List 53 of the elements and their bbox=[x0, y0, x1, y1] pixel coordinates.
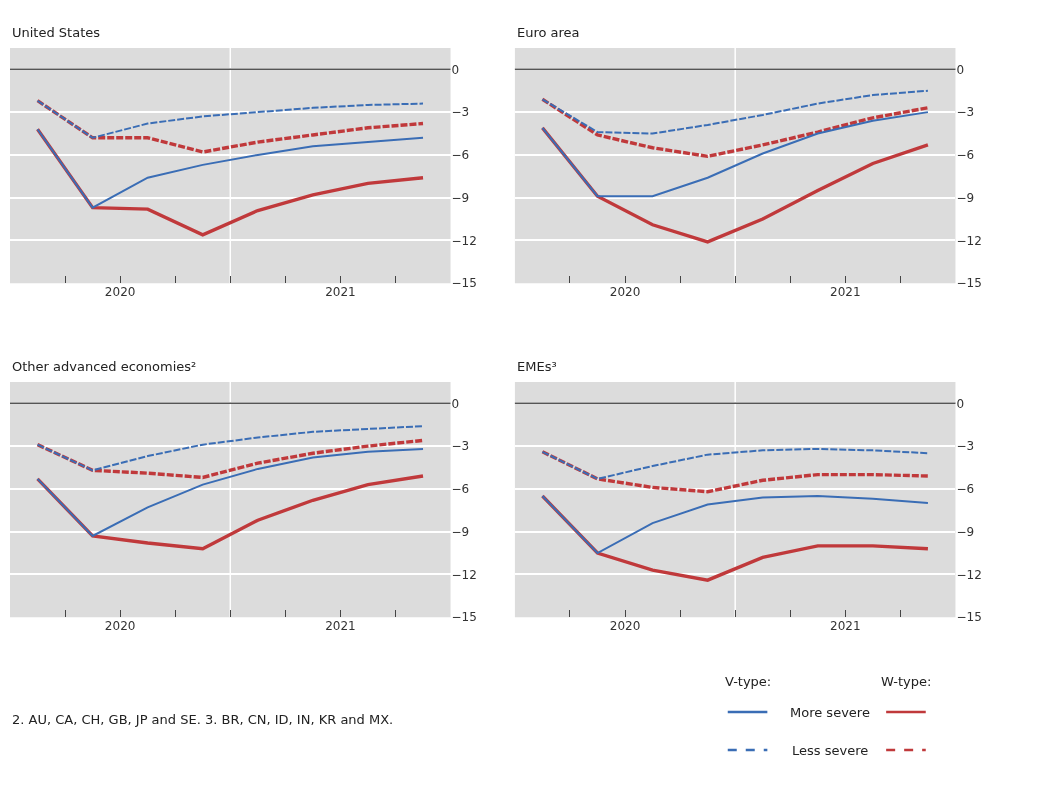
line-series bbox=[540, 97, 930, 159]
line-series bbox=[36, 447, 425, 537]
y-tick-label: −6 bbox=[956, 148, 975, 163]
line-series bbox=[541, 494, 929, 555]
line-series bbox=[35, 438, 425, 480]
line-series bbox=[35, 99, 425, 154]
text: V-type: bbox=[725, 674, 772, 689]
line-series bbox=[36, 425, 425, 472]
y-tick-label: −9 bbox=[956, 524, 975, 539]
x-tick-label: 2020 bbox=[104, 285, 136, 300]
chart-title: Euro area bbox=[517, 25, 580, 40]
line-series bbox=[36, 128, 425, 209]
x-tick-label: 2021 bbox=[325, 285, 356, 300]
chart-title: United States bbox=[12, 25, 101, 40]
y-tick-label: 0 bbox=[451, 62, 460, 77]
y-tick-label: −15 bbox=[451, 276, 477, 291]
legend-label: More severe bbox=[790, 705, 870, 720]
line-series bbox=[36, 99, 425, 139]
y-tick-label: 0 bbox=[956, 62, 965, 77]
y-tick-label: −9 bbox=[451, 524, 470, 539]
text: 2. AU, CA, CH, GB, JP and SE. 3. BR, CN, ID, IN, KR and MX. bbox=[12, 712, 394, 727]
y-tick-label: −6 bbox=[451, 482, 470, 497]
text: W-type: bbox=[881, 674, 932, 689]
line-series bbox=[541, 447, 929, 480]
y-tick-label: −15 bbox=[451, 610, 477, 625]
x-tick-label: 2020 bbox=[609, 285, 641, 300]
x-tick-label: 2021 bbox=[830, 285, 861, 300]
y-tick-label: −9 bbox=[451, 190, 470, 205]
y-tick-label: −12 bbox=[956, 567, 982, 582]
y-tick-label: −3 bbox=[451, 105, 470, 120]
y-tick-label: −12 bbox=[956, 233, 982, 248]
line-series bbox=[541, 111, 929, 198]
y-tick-label: 0 bbox=[956, 396, 965, 411]
x-tick-label: 2021 bbox=[325, 619, 356, 634]
line-series bbox=[540, 450, 930, 494]
y-tick-label: −3 bbox=[956, 105, 975, 120]
y-tick-label: −15 bbox=[956, 276, 982, 291]
y-tick-label: −9 bbox=[956, 190, 975, 205]
y-tick-label: −12 bbox=[451, 567, 477, 582]
line-series bbox=[541, 89, 929, 135]
y-tick-label: −12 bbox=[451, 233, 477, 248]
chart-title: Other advanced economies² bbox=[12, 359, 197, 374]
y-tick-label: −6 bbox=[956, 482, 975, 497]
y-tick-label: −3 bbox=[451, 439, 470, 454]
x-tick-label: 2020 bbox=[104, 619, 136, 634]
y-tick-label: 0 bbox=[451, 396, 460, 411]
y-tick-label: −15 bbox=[956, 610, 982, 625]
y-tick-label: −3 bbox=[956, 439, 975, 454]
y-tick-label: −6 bbox=[451, 148, 470, 163]
chart-title: EMEs³ bbox=[517, 359, 557, 374]
x-tick-label: 2021 bbox=[830, 619, 861, 634]
legend-label: Less severe bbox=[792, 743, 869, 758]
x-tick-label: 2020 bbox=[609, 619, 641, 634]
